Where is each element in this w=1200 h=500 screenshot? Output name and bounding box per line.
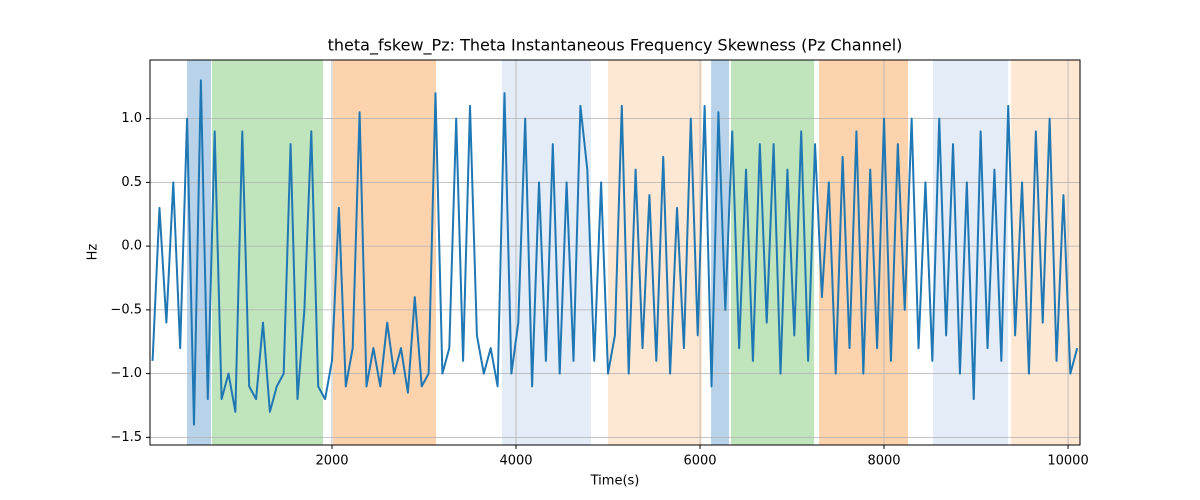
y-tick-label: 0.0 xyxy=(121,239,142,254)
x-tick-label: 4000 xyxy=(499,454,532,469)
y-tick-label: −1.0 xyxy=(110,366,142,381)
x-tick-label: 2000 xyxy=(315,454,348,469)
x-axis-label: Time(s) xyxy=(590,474,640,489)
y-tick-label: 0.5 xyxy=(121,175,142,190)
data-line xyxy=(151,79,1079,426)
x-tick-label: 6000 xyxy=(683,454,716,469)
shaded-span xyxy=(731,60,815,445)
x-tick-label: 10000 xyxy=(1047,454,1088,469)
shaded-span xyxy=(933,60,1009,445)
chart-title: theta_fskew_Pz: Theta Instantaneous Freq… xyxy=(328,36,903,56)
y-tick-label: −0.5 xyxy=(110,302,142,317)
x-tick-label: 8000 xyxy=(867,454,900,469)
shaded-span xyxy=(502,60,591,445)
y-axis-label: Hz xyxy=(86,244,101,261)
y-tick-label: 1.0 xyxy=(121,111,142,126)
shaded-span xyxy=(819,60,909,445)
shaded-span xyxy=(711,60,729,445)
shaded-span xyxy=(333,60,437,445)
plot-frame xyxy=(149,59,1081,446)
y-tick-label: −1.5 xyxy=(110,430,142,445)
